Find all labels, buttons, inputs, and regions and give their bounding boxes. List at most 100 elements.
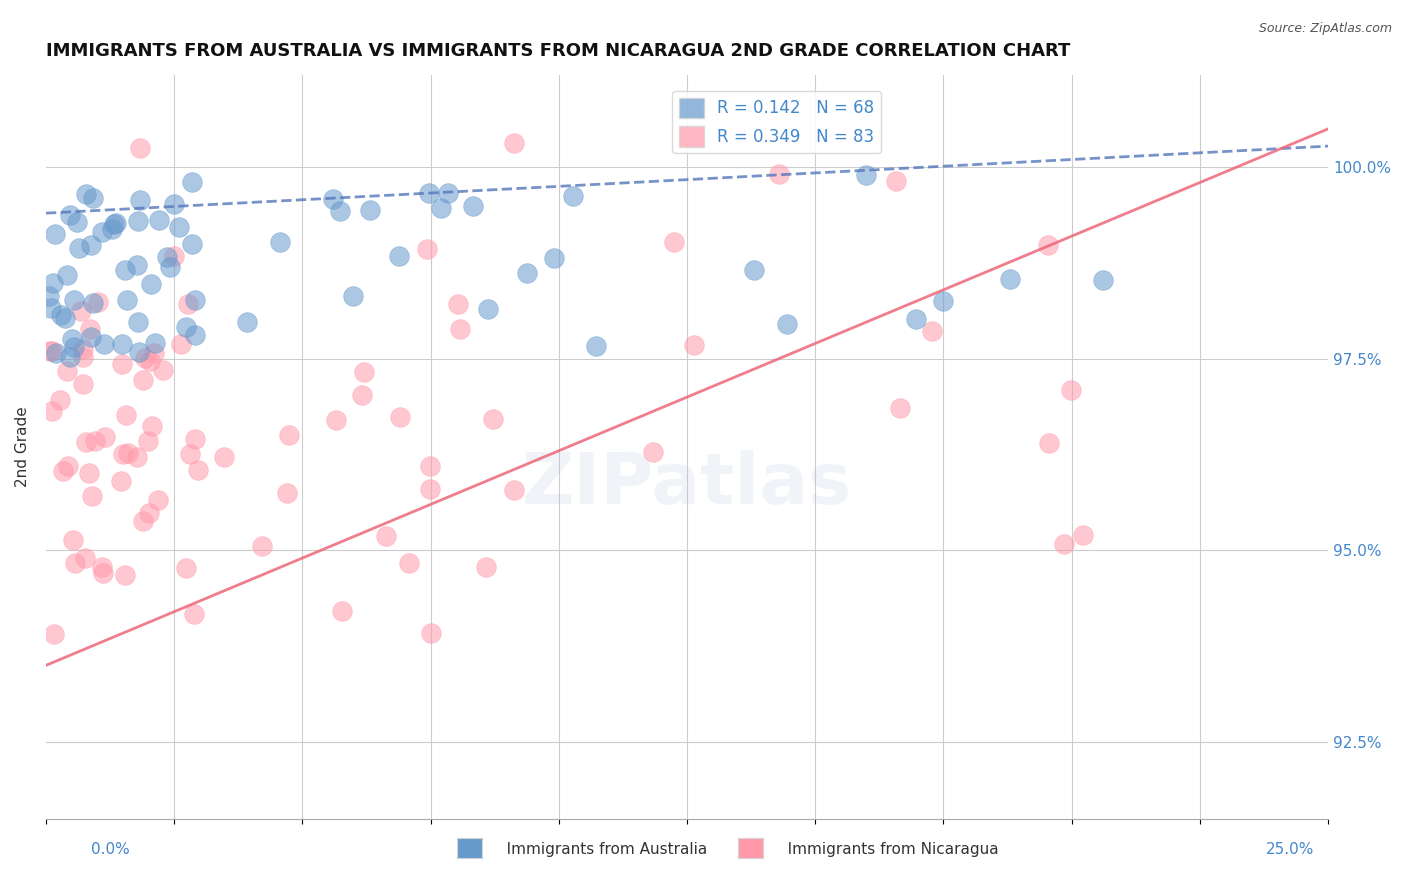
Point [58,459,80,474]
Point [184,328,207,343]
Point [44,227,66,241]
Point [132,514,155,528]
Point [475,560,498,574]
Point [503,483,526,497]
Point [159,260,181,274]
Point [59,351,82,365]
Point [163,197,186,211]
Point [75,187,97,202]
Point [477,302,499,317]
Point [683,338,706,352]
Point [128,141,150,155]
Point [330,604,353,618]
Point [212,450,235,464]
Point [62,533,84,547]
Point [84,434,107,449]
Point [174,560,197,574]
Point [127,315,149,329]
Point [91,225,114,239]
Point [998,272,1021,286]
Point [72,342,94,356]
Point [56,364,79,378]
Point [776,317,799,331]
Point [516,267,538,281]
Point [39,301,62,315]
Point [90,559,112,574]
Point [114,263,136,277]
Point [1053,537,1076,551]
Point [461,199,484,213]
Point [79,322,101,336]
Point [419,626,441,640]
Legend: R = 0.142   N = 68, R = 0.349   N = 83: R = 0.142 N = 68, R = 0.349 N = 83 [672,91,882,153]
Text: 0.0%: 0.0% [91,842,131,856]
Point [38,343,60,358]
Point [136,434,159,449]
Point [179,447,201,461]
Point [342,289,364,303]
Point [72,350,94,364]
Point [174,320,197,334]
Point [742,263,765,277]
Point [132,374,155,388]
Point [429,201,451,215]
Point [53,311,76,326]
Point [419,483,441,497]
Point [276,485,298,500]
Text: Immigrants from Nicaragua: Immigrants from Nicaragua [773,842,998,856]
Point [375,529,398,543]
Point [139,354,162,368]
Text: 25.0%: 25.0% [1267,842,1315,856]
Point [329,203,352,218]
Point [63,293,86,307]
Point [167,220,190,235]
Point [128,345,150,359]
Point [141,419,163,434]
Point [59,208,82,222]
Point [141,277,163,292]
Point [80,330,103,344]
Point [111,357,134,371]
Point [134,351,156,365]
Point [42,277,65,291]
Point [184,432,207,446]
Point [73,550,96,565]
Point [67,241,90,255]
Point [63,557,86,571]
Point [69,303,91,318]
Point [269,235,291,250]
Point [103,217,125,231]
Point [170,337,193,351]
Point [236,315,259,329]
Point [148,213,170,227]
Point [562,189,585,203]
Point [418,186,440,200]
Point [416,242,439,256]
Point [143,345,166,359]
Point [152,363,174,377]
Point [163,249,186,263]
Point [49,308,72,322]
Point [187,463,209,477]
Point [177,297,200,311]
Point [72,377,94,392]
Point [60,332,83,346]
Text: ZIPatlas: ZIPatlas [522,450,852,518]
Point [77,466,100,480]
Point [481,411,503,425]
Point [325,413,347,427]
Point [42,627,65,641]
Point [91,566,114,581]
Point [388,249,411,263]
Point [352,388,374,402]
Point [905,312,928,326]
Point [82,296,104,310]
Point [38,288,60,302]
Point [114,567,136,582]
Point [114,409,136,423]
Text: Source: ZipAtlas.com: Source: ZipAtlas.com [1258,22,1392,36]
Point [146,492,169,507]
Point [322,192,344,206]
Point [1092,273,1115,287]
Point [82,191,104,205]
